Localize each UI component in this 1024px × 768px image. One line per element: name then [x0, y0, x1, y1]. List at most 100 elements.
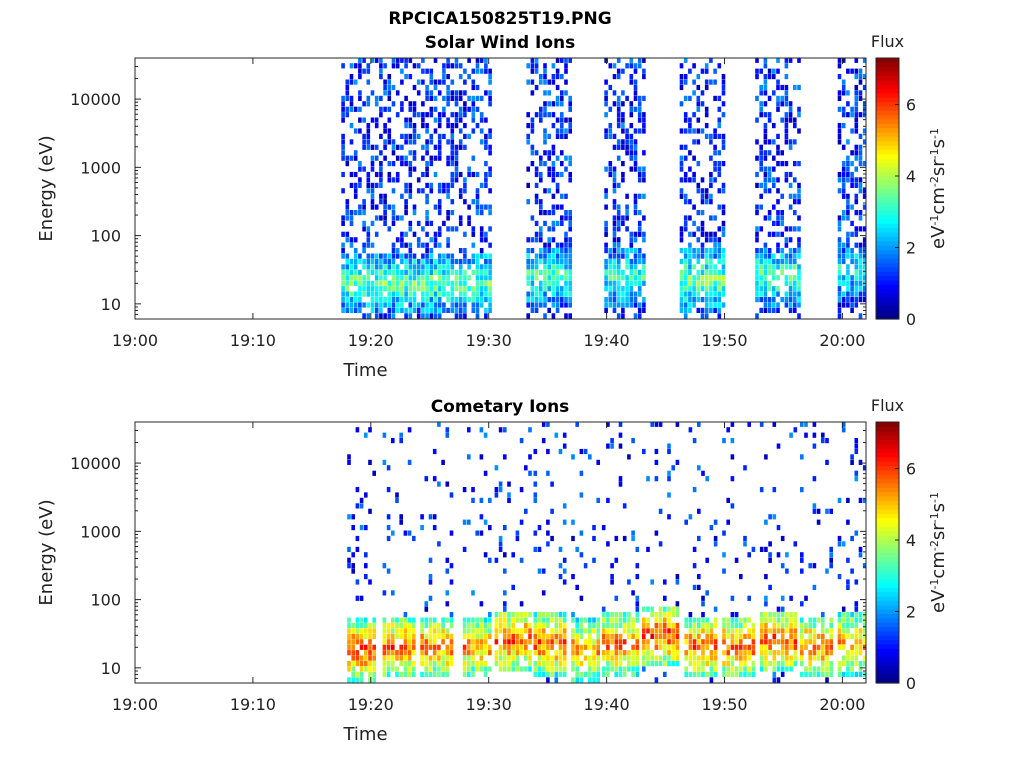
heatmap-cell [364, 622, 368, 629]
heatmap-cell [575, 644, 579, 650]
colorbar-step [876, 543, 899, 549]
heatmap-cell [358, 253, 362, 259]
heatmap-cell [697, 639, 701, 645]
heatmap-cell [785, 622, 789, 629]
heatmap-cell [743, 644, 747, 650]
heatmap-cell [825, 459, 829, 465]
colorbar-step [876, 430, 899, 436]
heatmap-cell [543, 269, 547, 275]
heatmap-cell [684, 622, 688, 629]
heatmap-cell [429, 313, 434, 319]
heatmap-cell [755, 269, 759, 275]
heatmap-cell [403, 650, 408, 656]
heatmap-cell [458, 269, 463, 275]
colorbar-step [876, 674, 899, 680]
heatmap-cell [637, 117, 642, 123]
colorbar-tick-label: 6 [906, 459, 916, 478]
colorbar-title: Flux [871, 396, 904, 415]
heatmap-cell [395, 297, 400, 303]
heatmap-cell [854, 297, 859, 303]
heatmap-cell [721, 139, 726, 145]
heatmap-cell [494, 633, 499, 639]
heatmap-cell [408, 161, 413, 167]
heatmap-cell [633, 297, 638, 303]
heatmap-cell [637, 253, 642, 259]
heatmap-cell [650, 421, 654, 427]
heatmap-cell [604, 280, 608, 286]
heatmap-cell [364, 492, 368, 498]
heatmap-cell [458, 95, 463, 101]
heatmap-cell [366, 269, 371, 275]
heatmap-cell [471, 171, 476, 178]
heatmap-cell [772, 617, 777, 623]
heatmap-cell [345, 199, 350, 205]
heatmap-cell [850, 297, 854, 303]
heatmap-cell [588, 639, 592, 645]
heatmap-cell [399, 644, 403, 650]
heatmap-cell [546, 617, 550, 623]
heatmap-cell [437, 628, 441, 634]
heatmap-cell [554, 432, 559, 438]
heatmap-cell [658, 622, 663, 629]
heatmap-cell [467, 633, 471, 639]
heatmap-cell [713, 644, 718, 650]
heatmap-cell [571, 519, 575, 525]
heatmap-cell [379, 199, 383, 205]
heatmap-cell [467, 220, 471, 226]
heatmap-cell [850, 171, 854, 178]
heatmap-cell [425, 286, 429, 292]
heatmap-cell [395, 280, 400, 286]
heatmap-cell [637, 101, 642, 107]
heatmap-cell [608, 123, 613, 129]
heatmap-cell [612, 144, 617, 150]
heatmap-cell [395, 63, 400, 69]
heatmap-cell [546, 661, 550, 667]
heatmap-cell [785, 661, 789, 667]
heatmap-cell [446, 264, 450, 270]
heatmap-cell [606, 612, 610, 618]
heatmap-cell [780, 215, 784, 221]
heatmap-cell [633, 313, 638, 319]
heatmap-cell [530, 307, 535, 313]
heatmap-cell [610, 579, 614, 585]
heatmap-cell [709, 622, 714, 629]
heatmap-cell [424, 644, 429, 650]
heatmap-cell [437, 133, 442, 139]
heatmap-cell [816, 671, 821, 677]
heatmap-cell [353, 302, 358, 308]
heatmap-cell [646, 617, 650, 623]
heatmap-cell [700, 90, 705, 96]
heatmap-cell [400, 307, 404, 313]
heatmap-cell [692, 297, 696, 303]
heatmap-cell [437, 286, 442, 292]
heatmap-cell [785, 568, 789, 574]
heatmap-cell [797, 182, 801, 188]
heatmap-cell [463, 68, 467, 74]
heatmap-cell [345, 297, 350, 303]
heatmap-cell [663, 612, 667, 618]
heatmap-cell [349, 182, 354, 188]
heatmap-cell [764, 639, 768, 645]
heatmap-cell [606, 541, 610, 547]
heatmap-cell [793, 661, 798, 667]
heatmap-cell [793, 161, 797, 167]
heatmap-cell [700, 231, 705, 237]
heatmap-cell [454, 313, 459, 319]
heatmap-cell [667, 448, 671, 455]
heatmap-cell [551, 275, 556, 281]
heatmap-cell [841, 644, 846, 650]
heatmap-cell [355, 579, 360, 585]
heatmap-cell [560, 101, 564, 107]
heatmap-cell [683, 280, 688, 286]
heatmap-cell [543, 275, 547, 281]
heatmap-cell [772, 302, 776, 308]
heatmap-cell [551, 291, 556, 297]
heatmap-cell [412, 644, 416, 650]
heatmap-cell [772, 612, 777, 618]
heatmap-cell [663, 633, 667, 639]
heatmap-cell [683, 57, 688, 63]
heatmap-cell [705, 476, 709, 482]
heatmap-cell [349, 106, 354, 112]
heatmap-cell [606, 650, 610, 656]
heatmap-cell [610, 666, 614, 672]
